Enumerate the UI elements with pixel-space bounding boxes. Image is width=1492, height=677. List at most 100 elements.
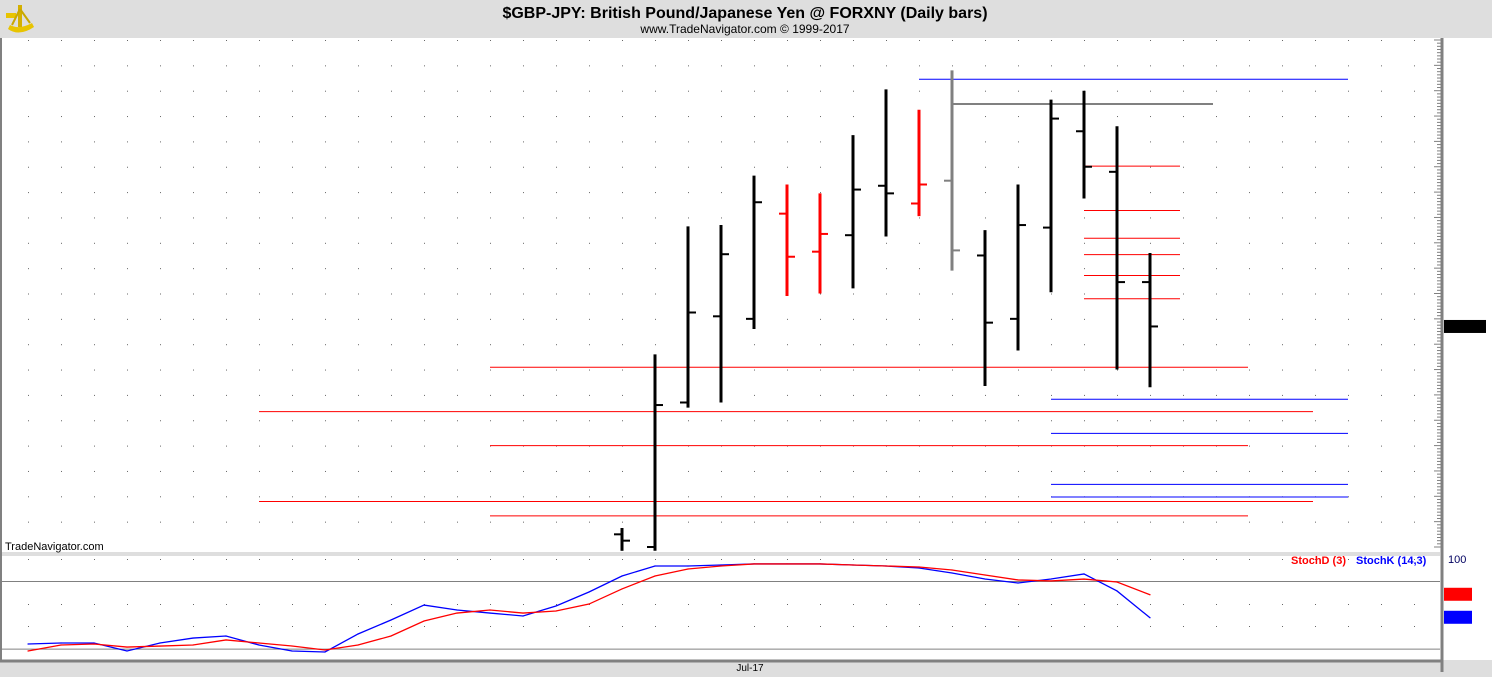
grid-dot: [1249, 192, 1250, 194]
grid-dot: [1084, 604, 1085, 605]
time-axis[interactable]: [0, 660, 1440, 677]
grid-dot: [556, 470, 557, 472]
grid-dot: [655, 65, 656, 67]
grid-dot: [424, 293, 425, 295]
ohlc-bar: [713, 225, 729, 403]
grid-dot: [754, 394, 755, 396]
grid-dot: [754, 604, 755, 605]
stochastic-panel[interactable]: [0, 556, 1440, 660]
grid-dot: [127, 344, 128, 346]
grid-dot: [325, 318, 326, 320]
grid-dot: [424, 65, 425, 67]
grid-dot: [94, 626, 95, 627]
stoch-point: [687, 565, 689, 567]
grid-dot: [127, 604, 128, 605]
stoch-point: [60, 642, 62, 644]
grid-dot: [28, 394, 29, 396]
grid-dot: [160, 369, 161, 371]
grid-dot: [1150, 470, 1151, 472]
grid-dot: [490, 217, 491, 219]
grid-dot: [787, 65, 788, 67]
sextant-logo: [6, 5, 34, 33]
stoch-point: [1116, 581, 1118, 583]
grid-dot: [523, 141, 524, 143]
grid-dot: [424, 626, 425, 627]
grid-dot: [292, 369, 293, 371]
grid-dot: [688, 90, 689, 92]
grid-dot: [28, 604, 29, 605]
grid-dot: [61, 242, 62, 244]
grid-dot: [61, 420, 62, 422]
stoch-point: [852, 564, 854, 566]
grid-dot: [1150, 90, 1151, 92]
grid-dot: [358, 496, 359, 498]
grid-dot: [424, 268, 425, 270]
grid-dot: [259, 242, 260, 244]
grid-dot: [259, 293, 260, 295]
grid-dot: [1084, 521, 1085, 523]
grid-dot: [160, 141, 161, 143]
grid-dot: [787, 369, 788, 371]
grid-dot: [226, 604, 227, 605]
stoch-point: [291, 650, 293, 652]
grid-dot: [919, 626, 920, 627]
stoch-point: [654, 565, 656, 567]
grid-dot: [1348, 90, 1349, 92]
grid-dot: [688, 166, 689, 168]
grid-dot: [424, 90, 425, 92]
grid-dot: [193, 420, 194, 422]
grid-dot: [61, 445, 62, 447]
grid-dot: [853, 559, 854, 560]
grid-dot: [1018, 40, 1019, 41]
grid-dot: [985, 166, 986, 168]
stoch-point: [93, 643, 95, 645]
grid-dot: [1315, 217, 1316, 219]
grid-dot: [1249, 141, 1250, 143]
grid-dot: [127, 420, 128, 422]
grid-dot: [94, 40, 95, 41]
grid-dot: [655, 604, 656, 605]
grid-dot: [1084, 369, 1085, 371]
grid-dot: [193, 604, 194, 605]
grid-dot: [1117, 470, 1118, 472]
grid-dot: [193, 521, 194, 523]
grid-dot: [820, 394, 821, 396]
chart-title: $GBP-JPY: British Pound/Japanese Yen @ F…: [502, 5, 987, 22]
grid-dot: [391, 369, 392, 371]
grid-dot: [886, 369, 887, 371]
grid-dot: [853, 369, 854, 371]
grid-dot: [688, 217, 689, 219]
grid-dot: [358, 369, 359, 371]
grid-dot: [259, 90, 260, 92]
grid-dot: [1348, 40, 1349, 41]
grid-dot: [490, 318, 491, 320]
grid-dot: [325, 242, 326, 244]
grid-dot: [853, 293, 854, 295]
grid-dot: [1018, 604, 1019, 605]
stoch-point: [291, 645, 293, 647]
grid-dot: [1018, 559, 1019, 560]
grid-dot: [886, 420, 887, 422]
grid-dot: [1084, 40, 1085, 41]
grid-dot: [754, 420, 755, 422]
grid-dot: [1282, 521, 1283, 523]
grid-dot: [94, 192, 95, 194]
grid-dot: [292, 65, 293, 67]
grid-dot: [523, 116, 524, 118]
grid-dot: [1282, 65, 1283, 67]
grid-dot: [952, 420, 953, 422]
grid-dot: [589, 318, 590, 320]
grid-dot: [325, 344, 326, 346]
grid-dot: [523, 521, 524, 523]
grid-dot: [490, 604, 491, 605]
grid-dot: [325, 217, 326, 219]
grid-dot: [919, 420, 920, 422]
grid-dot: [358, 65, 359, 67]
grid-dot: [457, 116, 458, 118]
grid-dot: [754, 40, 755, 41]
panel-splitter[interactable]: [0, 552, 1440, 556]
price-axis[interactable]: [1440, 38, 1492, 660]
grid-dot: [622, 604, 623, 605]
grid-dot: [259, 604, 260, 605]
grid-dot: [688, 192, 689, 194]
